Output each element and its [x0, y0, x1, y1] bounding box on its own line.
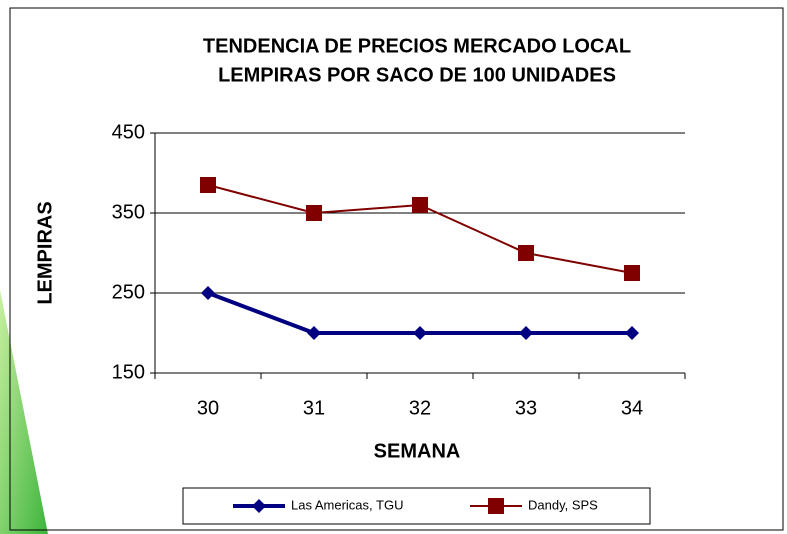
- legend-label: Las Americas, TGU: [291, 497, 403, 512]
- x-tick-label: 34: [621, 397, 643, 419]
- data-point: [201, 286, 215, 300]
- data-point: [518, 245, 534, 261]
- x-tick-label: 33: [515, 397, 537, 419]
- y-tick-label: 250: [112, 281, 145, 303]
- chart-border: [9, 7, 784, 531]
- data-point: [307, 326, 321, 340]
- y-axis-label: LEMPIRAS: [34, 201, 56, 304]
- chart-title: LEMPIRAS POR SACO DE 100 UNIDADES: [218, 64, 616, 86]
- legend-marker: [488, 498, 504, 514]
- chart-title: TENDENCIA DE PRECIOS MERCADO LOCAL: [203, 35, 631, 57]
- legend-marker: [252, 499, 266, 513]
- y-tick-label: 350: [112, 201, 145, 223]
- y-tick-label: 450: [112, 121, 145, 143]
- data-point: [624, 265, 640, 281]
- data-point: [200, 177, 216, 193]
- y-tick-label: 150: [112, 361, 145, 383]
- decoration: [0, 290, 48, 534]
- x-axis-label: SEMANA: [374, 440, 461, 462]
- x-tick-label: 30: [197, 397, 219, 419]
- data-point: [625, 326, 639, 340]
- data-point: [413, 326, 427, 340]
- data-point: [519, 326, 533, 340]
- x-tick-label: 32: [409, 397, 431, 419]
- x-tick-label: 31: [303, 397, 325, 419]
- data-point: [306, 205, 322, 221]
- data-point: [412, 197, 428, 213]
- legend-label: Dandy, SPS: [528, 497, 598, 512]
